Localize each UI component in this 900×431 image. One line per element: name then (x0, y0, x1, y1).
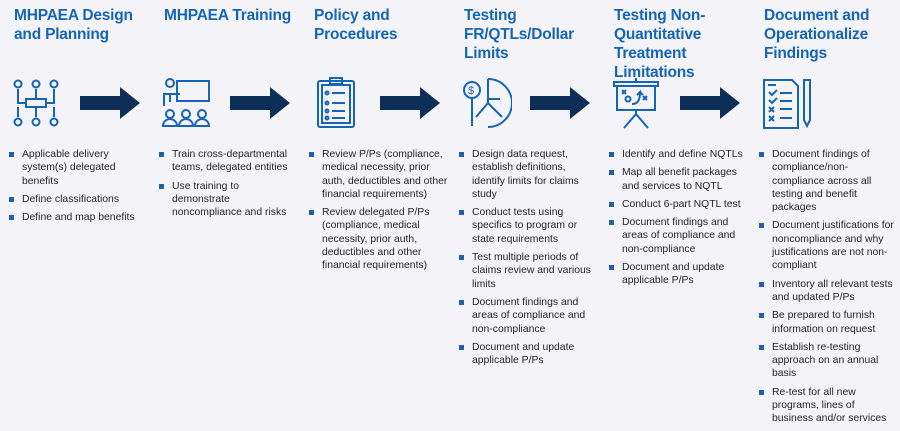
list-item: Document justifications for noncomplianc… (758, 219, 898, 272)
list-item: Document findings and areas of complianc… (608, 216, 748, 256)
step-title: Testing FR/QTLs/Dollar Limits (464, 7, 575, 62)
list-item: Train cross-departmental teams, delegate… (158, 148, 298, 175)
presentation-training-icon (161, 78, 211, 127)
list-item: Be prepared to furnish information on re… (758, 309, 898, 336)
list-item: Document and update applicable P/Ps (608, 261, 748, 288)
list-item: Establish re-testing approach on an annu… (758, 341, 898, 381)
svg-text:$: $ (468, 85, 474, 97)
list-item: Document and update applicable P/Ps (458, 341, 598, 368)
step-title: Document and Operationalize Findings (764, 7, 870, 62)
list-item: Applicable delivery system(s) delegated … (8, 148, 148, 188)
list-item: Conduct 6-part NQTL test (608, 198, 748, 211)
bullet-list: Applicable delivery system(s) delegated … (8, 148, 148, 229)
clipboard-checklist-icon (317, 77, 355, 128)
step-title: MHPAEA Design and Planning (14, 7, 133, 43)
bullet-list: Train cross-departmental teams, delegate… (158, 148, 298, 224)
list-item: Document findings of compliance/non-comp… (758, 148, 898, 214)
dollar-analysis-icon: $ (463, 78, 512, 128)
list-item: Design data request, establish definitio… (458, 148, 598, 201)
list-item: Map all benefit packages and services to… (608, 166, 748, 193)
arrow-right-icon (530, 87, 590, 119)
strategy-board-icon (613, 78, 659, 129)
bullet-list: Identify and define NQTLs Map all benefit… (608, 148, 748, 293)
bullet-list: Review P/Ps (compliance, medical necessi… (308, 148, 448, 278)
step-title: MHPAEA Training (164, 7, 292, 24)
arrow-right-icon (230, 87, 290, 119)
list-item: Conduct tests using specifics to program… (458, 206, 598, 246)
arrow-right-icon (680, 87, 740, 119)
list-item: Review delegated P/Ps (compliance, medic… (308, 206, 448, 272)
step-title: Policy and Procedures (314, 7, 398, 43)
list-item: Document findings and areas of complianc… (458, 296, 598, 336)
arrow-right-icon (380, 87, 440, 119)
list-item: Define classifications (8, 193, 148, 206)
list-item: Define and map benefits (8, 211, 148, 224)
step-title: Testing Non-Quantitative Treatment Limit… (614, 7, 706, 81)
list-item: Test multiple periods of claims review a… (458, 251, 598, 291)
list-item: Inventory all relevant tests and updated… (758, 278, 898, 305)
list-item: Review P/Ps (compliance, medical necessi… (308, 148, 448, 201)
arrow-right-icon (80, 87, 140, 119)
workflow-icon (13, 79, 59, 127)
bullet-list: Design data request, establish definitio… (458, 148, 598, 372)
bullet-list: Document findings of compliance/non-comp… (758, 148, 898, 431)
list-item: Re-test for all new programs, lines of b… (758, 386, 898, 426)
document-checklist-icon (763, 79, 811, 129)
list-item: Identify and define NQTLs (608, 148, 748, 161)
list-item: Use training to demonstrate noncomplianc… (158, 180, 298, 220)
